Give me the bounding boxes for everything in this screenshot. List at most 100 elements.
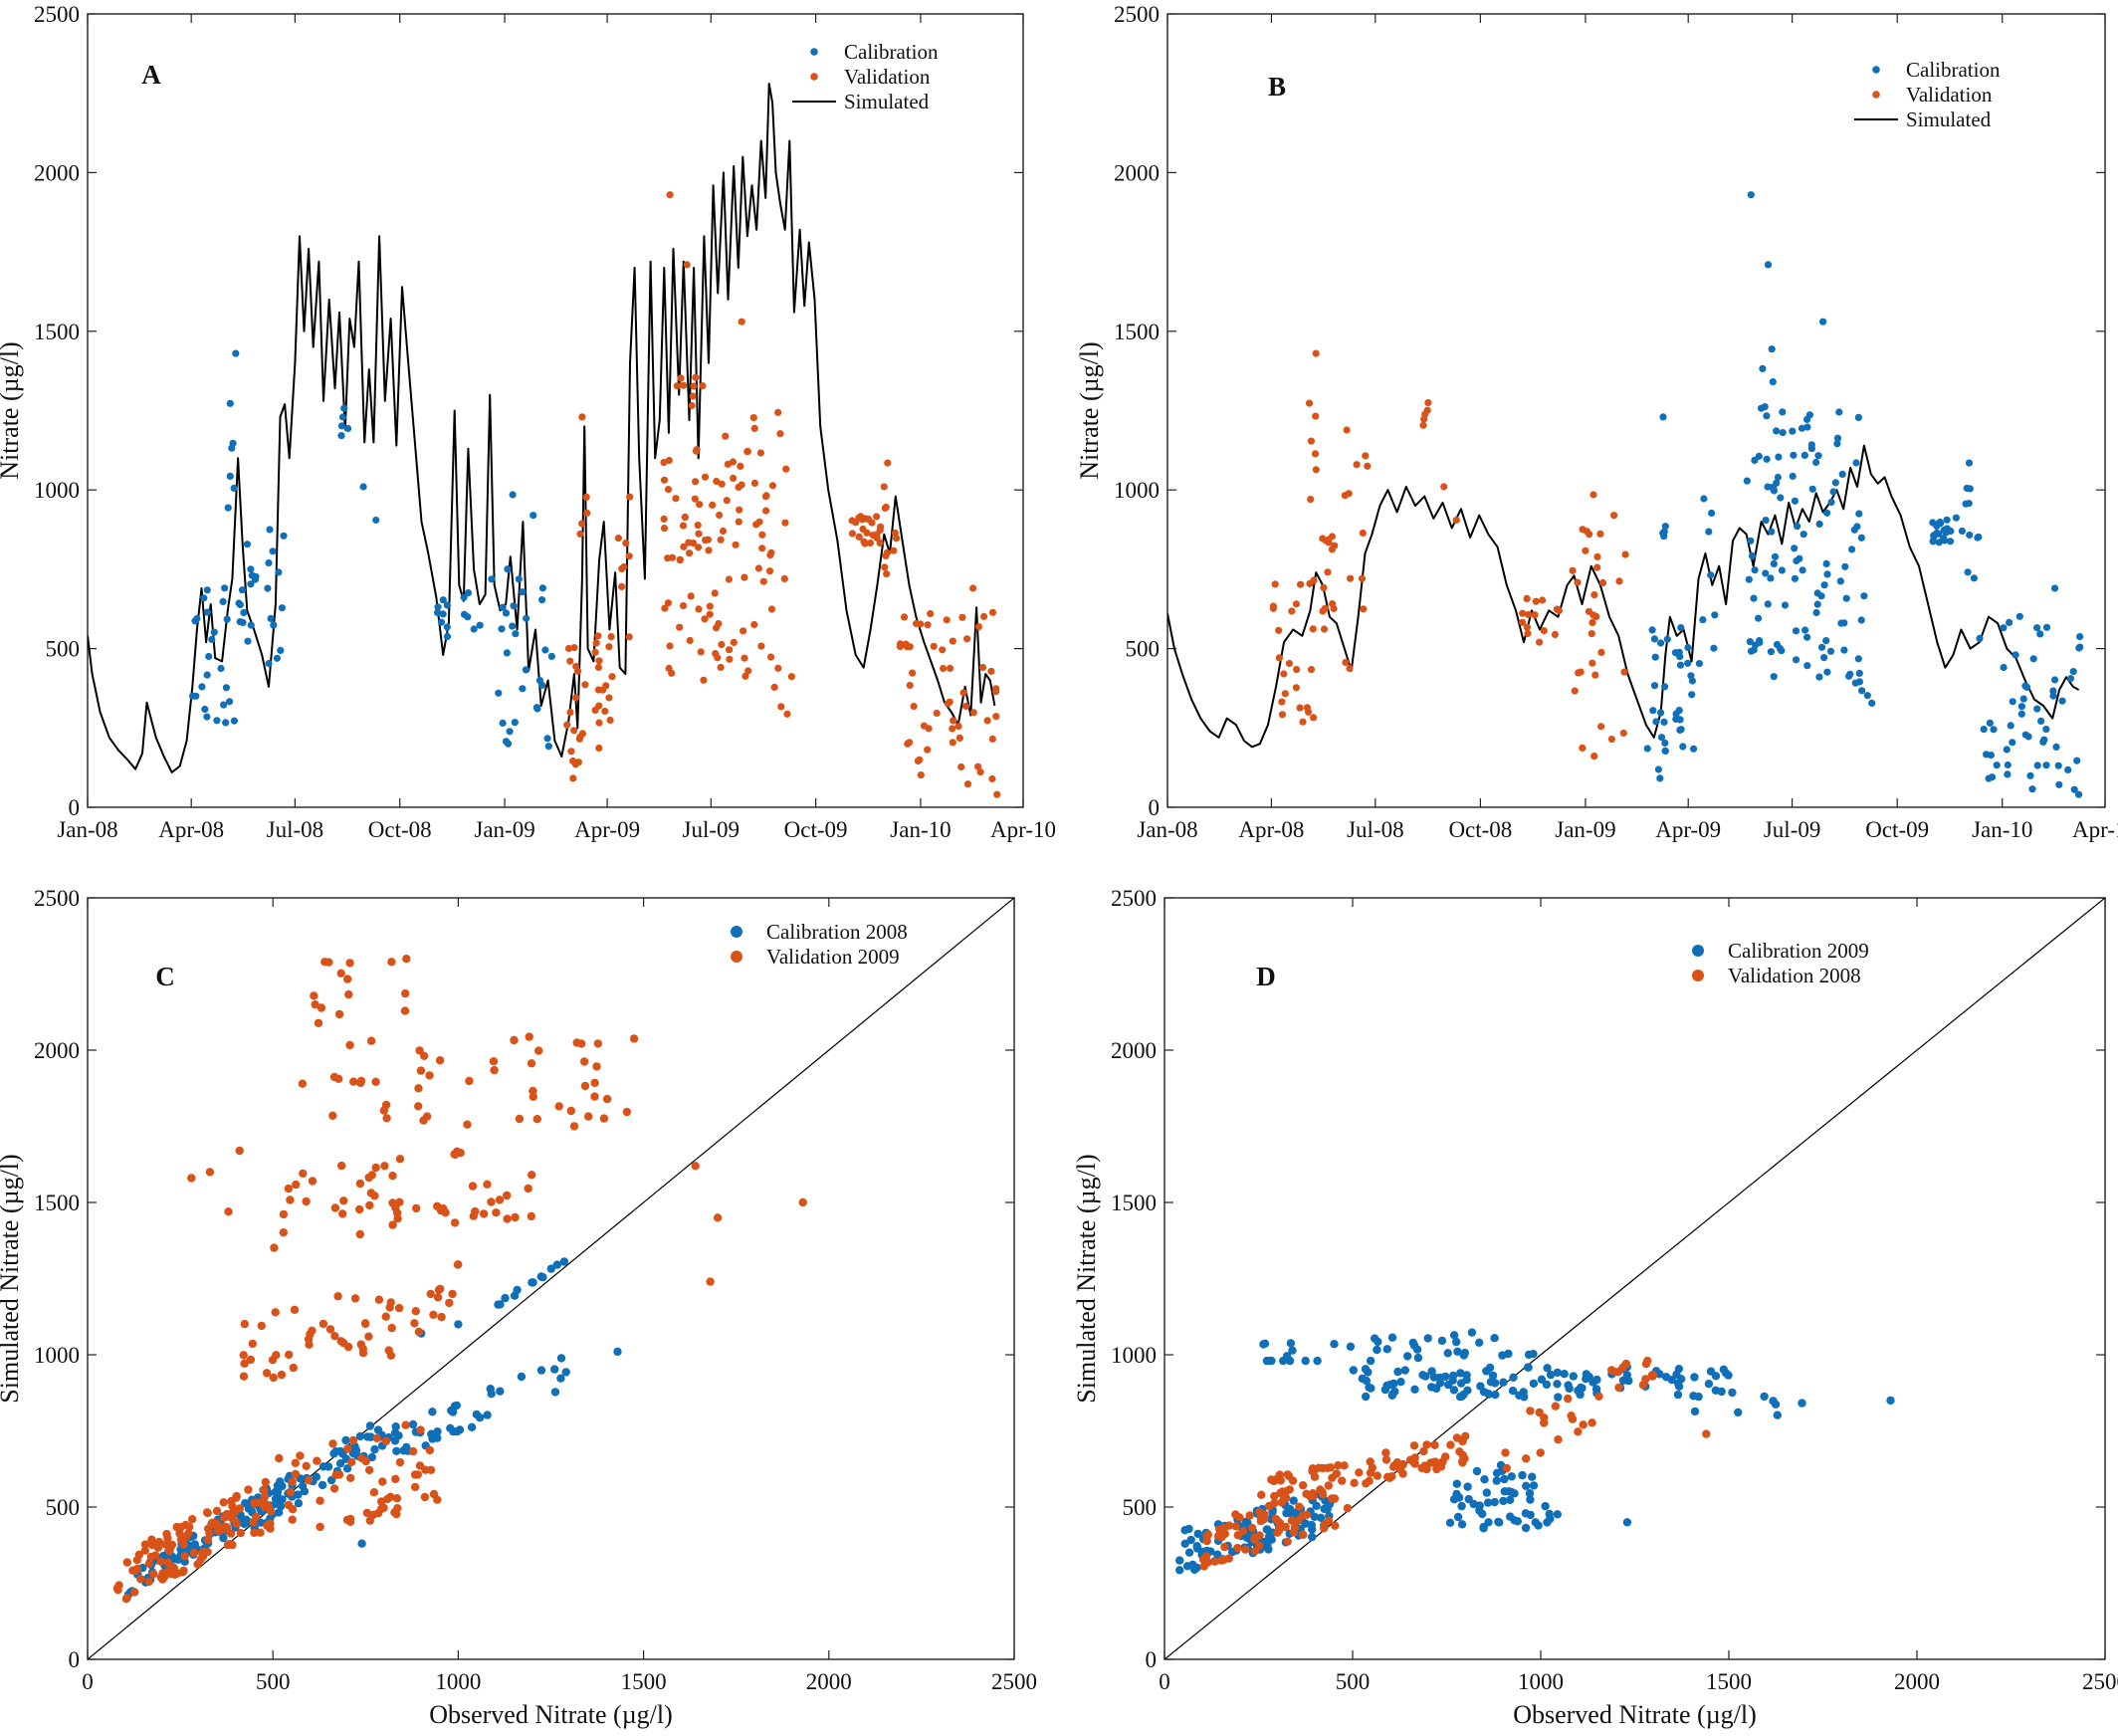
data-point bbox=[429, 1310, 438, 1320]
data-point bbox=[1689, 1392, 1698, 1401]
data-point bbox=[476, 621, 484, 629]
data-point bbox=[1362, 452, 1370, 460]
data-point bbox=[437, 618, 446, 626]
data-point bbox=[620, 562, 628, 571]
data-point bbox=[1793, 656, 1800, 664]
data-point bbox=[144, 1559, 154, 1569]
data-point bbox=[443, 632, 452, 641]
data-point bbox=[914, 757, 923, 765]
data-point bbox=[329, 1449, 338, 1458]
data-point bbox=[1710, 644, 1718, 652]
data-point bbox=[1346, 1342, 1356, 1352]
data-point bbox=[1529, 1481, 1539, 1490]
data-point bbox=[504, 565, 512, 573]
series-calibration-2008 bbox=[123, 1257, 622, 1600]
data-point bbox=[1554, 1435, 1563, 1444]
data-point bbox=[1409, 1441, 1419, 1450]
x-tick-label: Jul-08 bbox=[267, 817, 324, 842]
data-point bbox=[316, 1496, 324, 1505]
data-point bbox=[694, 522, 702, 530]
data-point bbox=[1567, 1411, 1576, 1420]
data-point bbox=[1382, 1345, 1392, 1354]
data-point bbox=[248, 1339, 257, 1349]
data-point bbox=[873, 531, 881, 539]
data-point bbox=[1334, 1461, 1343, 1470]
data-point bbox=[1529, 1379, 1539, 1389]
data-point bbox=[1773, 479, 1781, 487]
data-point bbox=[1743, 477, 1751, 485]
data-point bbox=[1320, 625, 1329, 633]
data-point bbox=[1298, 1481, 1308, 1490]
data-point bbox=[1288, 607, 1296, 615]
data-point bbox=[629, 1034, 639, 1043]
data-point bbox=[275, 568, 283, 576]
data-point bbox=[344, 989, 353, 999]
data-point bbox=[510, 602, 518, 610]
data-point bbox=[1312, 466, 1320, 474]
data-point bbox=[691, 495, 699, 503]
data-point bbox=[1553, 1368, 1563, 1378]
data-point bbox=[1502, 1463, 1512, 1473]
data-point bbox=[693, 446, 701, 454]
data-point bbox=[2029, 655, 2037, 663]
data-point bbox=[1360, 605, 1368, 613]
data-point bbox=[1750, 594, 1758, 602]
data-point bbox=[664, 554, 672, 562]
data-point bbox=[1597, 648, 1605, 657]
data-point bbox=[718, 640, 726, 649]
data-point bbox=[158, 1569, 167, 1578]
data-point bbox=[1210, 1557, 1220, 1566]
data-point bbox=[200, 594, 208, 602]
data-point bbox=[219, 1533, 228, 1543]
data-point bbox=[1553, 1380, 1562, 1389]
data-point bbox=[924, 621, 932, 629]
data-point bbox=[193, 1560, 202, 1569]
data-point bbox=[1457, 1501, 1466, 1511]
data-point bbox=[1569, 1372, 1579, 1381]
data-point bbox=[1292, 684, 1300, 692]
x-tick-label: Oct-08 bbox=[1448, 817, 1512, 842]
data-point bbox=[743, 448, 751, 456]
data-point bbox=[447, 1406, 456, 1415]
data-point bbox=[1983, 751, 1991, 759]
legend-label: Calibration bbox=[844, 40, 939, 64]
data-point bbox=[1296, 704, 1304, 712]
data-point bbox=[686, 549, 694, 557]
data-point bbox=[574, 667, 582, 675]
data-point bbox=[277, 1370, 287, 1380]
data-point bbox=[437, 1312, 446, 1322]
data-point bbox=[470, 625, 478, 633]
data-point bbox=[1270, 1498, 1279, 1508]
data-point bbox=[1940, 535, 1948, 542]
data-point bbox=[1393, 1367, 1402, 1377]
data-point bbox=[1588, 659, 1596, 667]
data-point bbox=[1624, 1376, 1633, 1386]
data-point bbox=[487, 1197, 496, 1206]
data-point bbox=[343, 975, 352, 983]
data-point bbox=[364, 1332, 373, 1341]
data-point bbox=[1490, 1379, 1500, 1388]
data-point bbox=[2069, 668, 2077, 676]
data-point bbox=[244, 1485, 253, 1494]
data-point bbox=[1764, 600, 1772, 608]
data-point bbox=[2050, 676, 2059, 684]
data-point bbox=[1541, 1501, 1550, 1511]
data-point bbox=[1571, 687, 1579, 695]
data-point bbox=[246, 1355, 256, 1365]
data-point bbox=[1476, 1382, 1485, 1391]
data-point bbox=[1966, 531, 1974, 540]
data-point bbox=[394, 1431, 403, 1440]
data-point bbox=[1259, 1340, 1268, 1349]
data-point bbox=[308, 1177, 318, 1186]
data-point bbox=[1767, 648, 1775, 656]
data-point bbox=[1524, 629, 1532, 638]
data-point bbox=[2036, 630, 2044, 638]
data-point bbox=[735, 518, 742, 526]
data-point bbox=[891, 529, 900, 538]
data-point bbox=[1275, 626, 1283, 634]
data-point bbox=[1851, 679, 1859, 687]
data-point bbox=[1283, 1470, 1292, 1479]
data-point bbox=[527, 1211, 535, 1221]
